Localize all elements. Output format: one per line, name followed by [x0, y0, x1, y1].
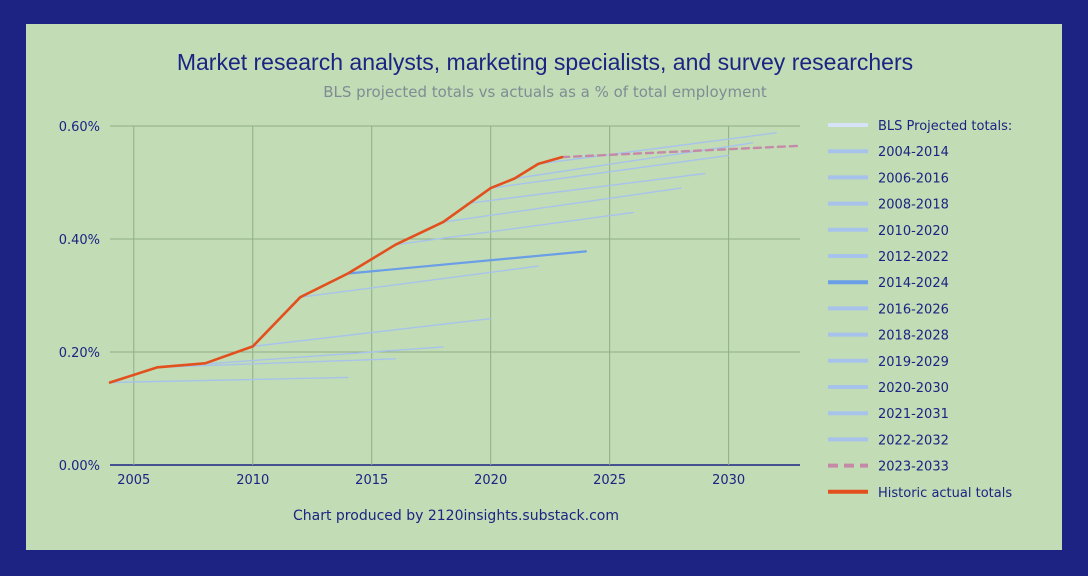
x-tick-label: 2030 — [712, 473, 745, 488]
x-tick-label: 2020 — [474, 473, 507, 488]
series-line-2023-2033 — [560, 144, 802, 159]
series-line-2004-2014 — [109, 376, 349, 384]
series-line-2016-2026 — [394, 211, 635, 246]
series-line-historic-actual-totals — [108, 155, 564, 384]
axis-ticks: 0.00% 0.20% 0.40% 0.60% 2005 2010 2015 2020 2025… — [59, 120, 745, 488]
legend-label-2021-2031: 2021-2031 — [878, 407, 949, 422]
y-tick-label: 0.60% — [59, 120, 100, 135]
series-line-2022-2032 — [537, 132, 777, 165]
series-line-2010-2020 — [252, 318, 492, 348]
legend-label-2006-2016: 2006-2016 — [878, 171, 949, 186]
legend-label-2022-2032: 2022-2032 — [878, 433, 949, 448]
line-chart: Market research analysts, marketing spec… — [59, 49, 1013, 524]
series-line-2012-2022 — [299, 265, 539, 298]
chart-credit: Chart produced by 2120insights.substack.… — [293, 508, 619, 524]
legend-label-2010-2020: 2010-2020 — [878, 224, 949, 239]
series-line-2014-2024 — [346, 250, 588, 275]
legend-label-2016-2026: 2016-2026 — [878, 302, 949, 317]
legend-label-2018-2028: 2018-2028 — [878, 329, 949, 344]
series-line-2006-2016 — [156, 358, 397, 368]
gridlines — [110, 125, 800, 466]
series-line-2020-2030 — [490, 154, 730, 189]
legend-label-2008-2018: 2008-2018 — [878, 198, 949, 213]
chart-subtitle: BLS projected totals vs actuals as a % o… — [323, 83, 767, 101]
x-tick-label: 2015 — [355, 473, 388, 488]
y-tick-label: 0.40% — [59, 233, 100, 248]
y-tick-label: 0.00% — [59, 459, 100, 474]
legend-label-2020-2030: 2020-2030 — [878, 381, 949, 396]
y-tick-label: 0.20% — [59, 346, 100, 361]
legend-label-2023-2033: 2023-2033 — [878, 460, 949, 475]
x-tick-label: 2005 — [117, 473, 150, 488]
legend-label-historic-actual-totals: Historic actual totals — [878, 486, 1012, 501]
legend-label-2019-2029: 2019-2029 — [878, 355, 949, 370]
series-line-2018-2028 — [442, 187, 682, 223]
legend-label-2012-2022: 2012-2022 — [878, 250, 949, 265]
legend-label-2004-2014: 2004-2014 — [878, 145, 949, 160]
legend-label-2014-2024: 2014-2024 — [878, 276, 949, 291]
chart-title: Market research analysts, marketing spec… — [177, 49, 913, 75]
legend: BLS Projected totals: 2004-2014 2006-2016 2… — [828, 119, 1012, 501]
x-tick-label: 2025 — [593, 473, 626, 488]
series-line-2019-2029 — [466, 172, 706, 205]
plot-area — [108, 132, 802, 384]
series-line-2008-2018 — [204, 346, 444, 365]
legend-header: BLS Projected totals: — [878, 119, 1012, 134]
x-tick-label: 2010 — [236, 473, 269, 488]
chart-panel: Market research analysts, marketing spec… — [26, 24, 1062, 550]
